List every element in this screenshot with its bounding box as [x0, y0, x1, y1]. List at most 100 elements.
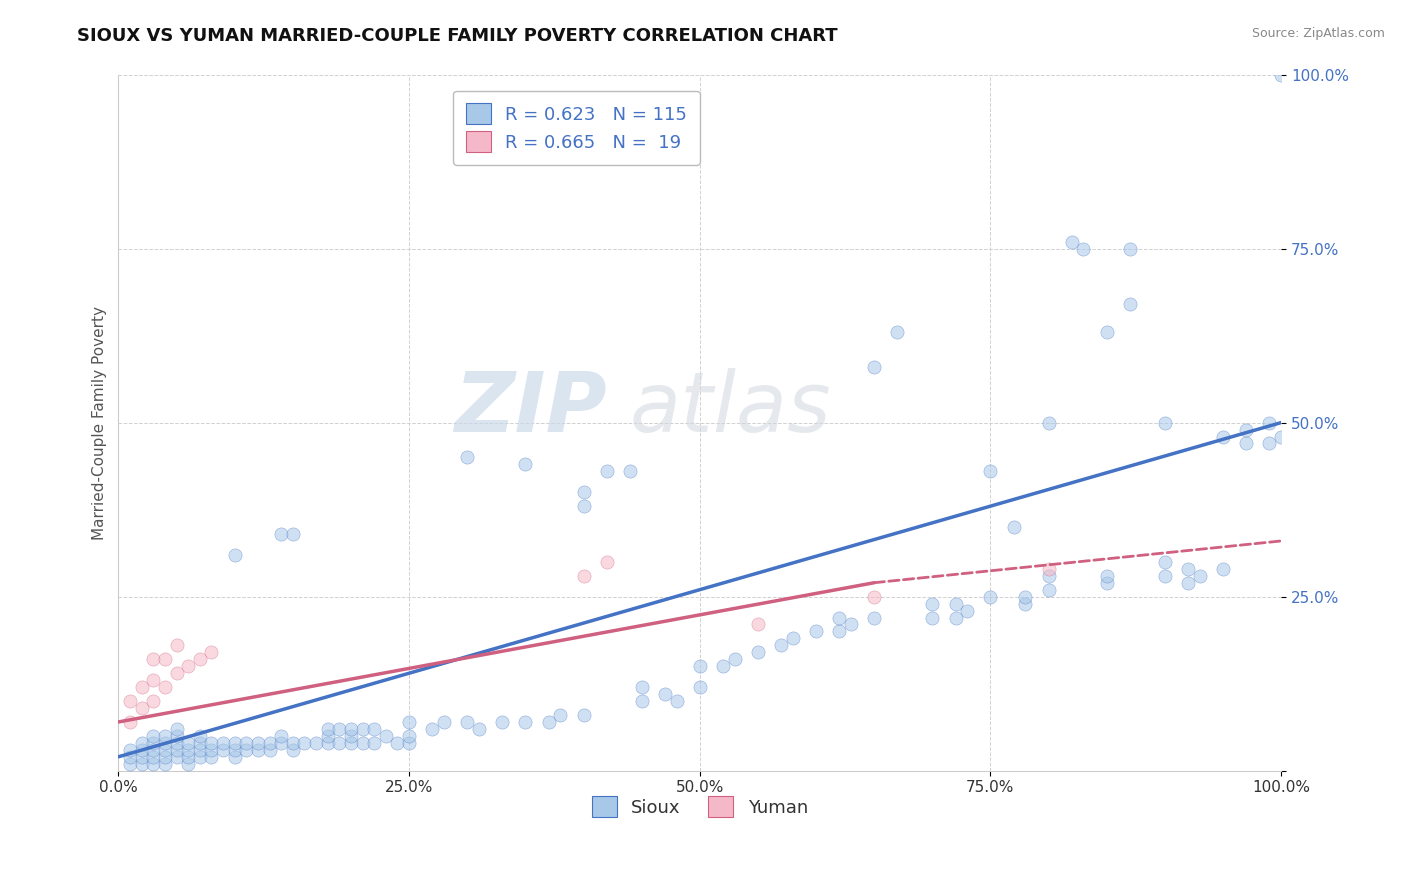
Point	[422, 722, 444, 736]
Point	[863, 590, 886, 604]
Point	[886, 325, 908, 339]
Point	[200, 736, 222, 750]
Point	[515, 458, 537, 472]
Point	[316, 736, 339, 750]
Point	[188, 743, 211, 757]
Point	[1212, 562, 1234, 576]
Point	[188, 652, 211, 666]
Point	[131, 680, 153, 694]
Point	[153, 736, 176, 750]
Point	[689, 680, 711, 694]
Point	[142, 673, 165, 688]
Point	[572, 485, 595, 500]
Point	[548, 708, 571, 723]
Point	[1270, 429, 1292, 443]
Point	[1153, 568, 1175, 582]
Point	[200, 743, 222, 757]
Point	[142, 652, 165, 666]
Point	[515, 714, 537, 729]
Point	[363, 736, 385, 750]
Point	[166, 749, 188, 764]
Point	[1234, 436, 1257, 450]
Point	[166, 722, 188, 736]
Point	[572, 568, 595, 582]
Point	[166, 666, 188, 681]
Point	[177, 659, 200, 673]
Point	[340, 736, 363, 750]
Point	[259, 743, 281, 757]
Point	[468, 722, 491, 736]
Text: ZIP: ZIP	[454, 368, 607, 450]
Point	[979, 590, 1001, 604]
Point	[316, 722, 339, 736]
Point	[398, 729, 420, 743]
Point	[153, 680, 176, 694]
Point	[188, 736, 211, 750]
Point	[188, 729, 211, 743]
Point	[166, 639, 188, 653]
Point	[142, 694, 165, 708]
Point	[782, 632, 804, 646]
Point	[1073, 242, 1095, 256]
Point	[374, 729, 396, 743]
Point	[166, 729, 188, 743]
Point	[711, 659, 734, 673]
Point	[839, 617, 862, 632]
Point	[120, 749, 142, 764]
Point	[131, 736, 153, 750]
Point	[177, 736, 200, 750]
Point	[804, 624, 827, 639]
Point	[1060, 235, 1083, 249]
Point	[398, 714, 420, 729]
Point	[153, 756, 176, 771]
Point	[177, 749, 200, 764]
Point	[212, 743, 235, 757]
Point	[619, 464, 641, 478]
Point	[456, 714, 478, 729]
Point	[224, 736, 246, 750]
Point	[537, 714, 560, 729]
Point	[177, 743, 200, 757]
Point	[352, 722, 374, 736]
Point	[120, 694, 142, 708]
Point	[131, 701, 153, 715]
Point	[1014, 597, 1036, 611]
Point	[153, 652, 176, 666]
Point	[142, 736, 165, 750]
Point	[340, 722, 363, 736]
Point	[1258, 436, 1281, 450]
Point	[945, 610, 967, 624]
Point	[281, 527, 304, 541]
Point	[246, 736, 269, 750]
Point	[1038, 562, 1060, 576]
Point	[945, 597, 967, 611]
Point	[259, 736, 281, 750]
Point	[131, 756, 153, 771]
Point	[654, 687, 676, 701]
Point	[177, 756, 200, 771]
Point	[166, 743, 188, 757]
Point	[270, 527, 292, 541]
Point	[281, 743, 304, 757]
Point	[153, 749, 176, 764]
Point	[1270, 68, 1292, 82]
Point	[235, 736, 257, 750]
Point	[142, 729, 165, 743]
Point	[270, 729, 292, 743]
Point	[212, 736, 235, 750]
Point	[689, 659, 711, 673]
Point	[1258, 416, 1281, 430]
Point	[1014, 590, 1036, 604]
Point	[142, 756, 165, 771]
Point	[235, 743, 257, 757]
Point	[456, 450, 478, 465]
Point	[1119, 242, 1142, 256]
Point	[828, 624, 851, 639]
Point	[224, 743, 246, 757]
Point	[828, 610, 851, 624]
Point	[153, 743, 176, 757]
Point	[1212, 429, 1234, 443]
Point	[1095, 325, 1118, 339]
Y-axis label: Married-Couple Family Poverty: Married-Couple Family Poverty	[93, 306, 107, 540]
Point	[363, 722, 385, 736]
